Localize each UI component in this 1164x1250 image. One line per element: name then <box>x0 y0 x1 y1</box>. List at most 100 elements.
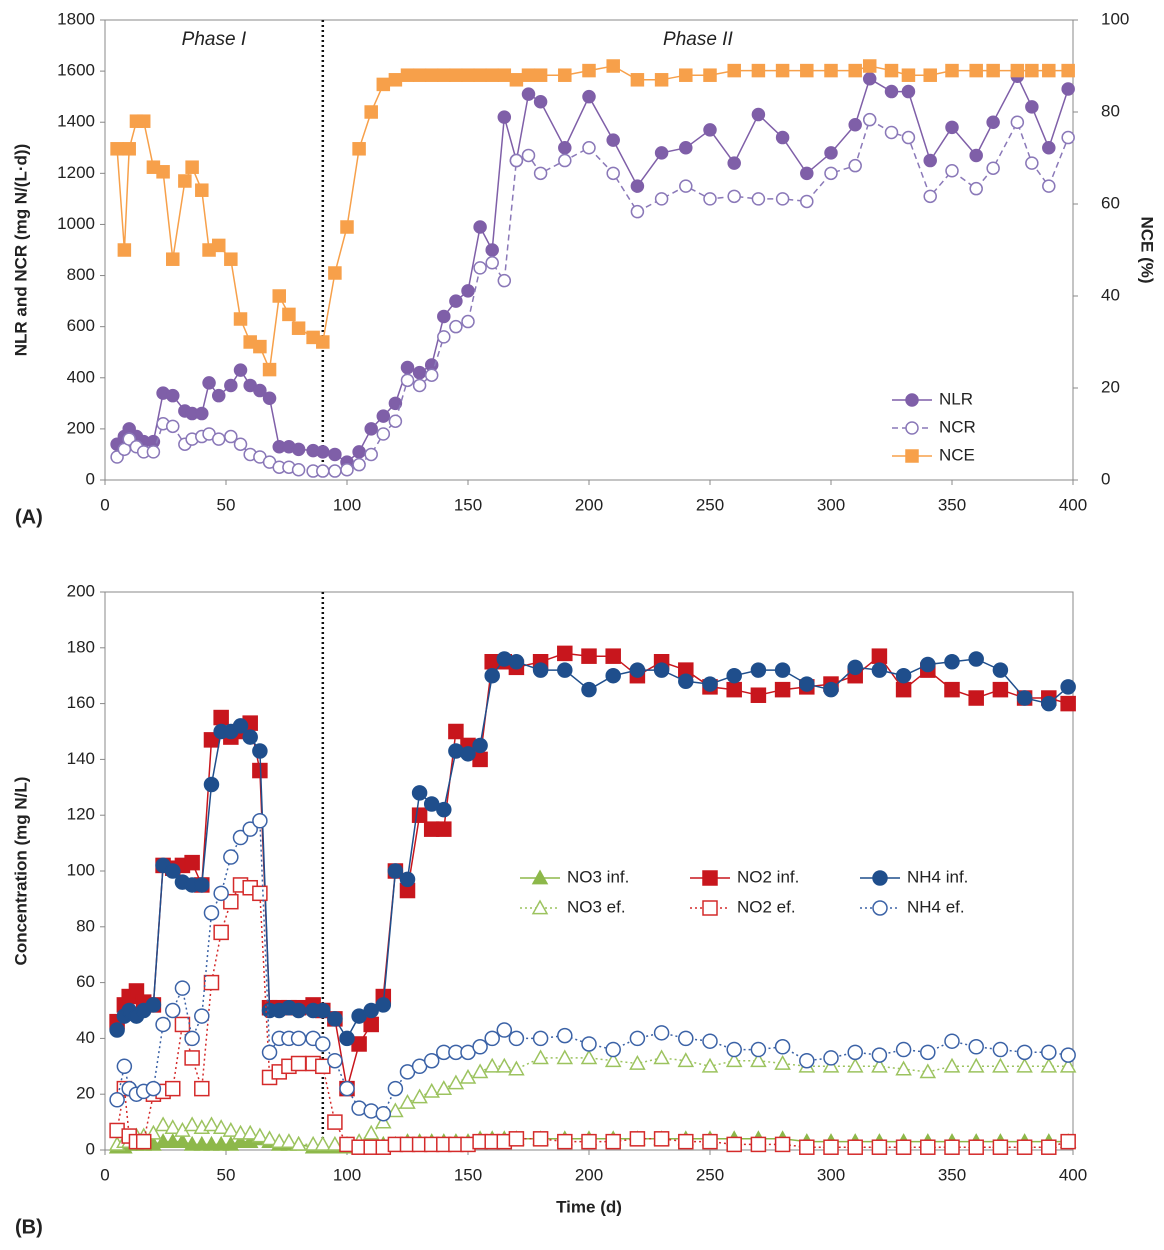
marker-circle <box>232 718 249 734</box>
marker-circle <box>895 667 912 684</box>
marker-circle <box>109 1022 125 1038</box>
marker-square <box>327 1114 343 1130</box>
marker-circle <box>945 120 959 135</box>
marker-square <box>388 73 403 87</box>
marker-circle <box>472 1039 488 1055</box>
marker-circle <box>862 72 877 86</box>
y-tick-label: 800 <box>67 265 95 284</box>
marker-circle <box>340 463 354 477</box>
marker-square <box>328 266 342 280</box>
marker-triangle <box>435 1080 453 1095</box>
marker-circle <box>774 662 791 678</box>
marker-circle <box>232 829 249 846</box>
x-tick-label: 0 <box>100 1165 109 1184</box>
marker-circle <box>145 997 162 1013</box>
marker-square <box>726 681 742 698</box>
marker-circle <box>261 1044 278 1061</box>
marker-square <box>473 68 487 82</box>
marker-square <box>630 73 645 87</box>
marker-circle <box>262 391 277 405</box>
y-tick-label: 200 <box>67 418 95 437</box>
marker-circle <box>872 870 888 886</box>
marker-circle <box>532 662 549 678</box>
marker-square <box>944 1139 960 1155</box>
marker-circle <box>449 294 463 308</box>
marker-square <box>726 1136 742 1153</box>
marker-triangle <box>203 1135 220 1151</box>
marker-circle <box>848 118 862 132</box>
marker-square <box>533 68 548 82</box>
x-axis-title: Time (d) <box>556 1197 622 1216</box>
marker-square <box>461 68 475 82</box>
marker-circle <box>605 1041 621 1058</box>
marker-square <box>751 63 766 78</box>
legend-label: NO3 ef. <box>567 897 626 916</box>
marker-triangle <box>314 1135 332 1151</box>
marker-circle <box>291 463 306 477</box>
marker-square <box>800 63 814 78</box>
marker-square <box>847 1139 863 1155</box>
marker-triangle <box>304 1135 322 1151</box>
marker-square <box>233 312 248 326</box>
marker-circle <box>509 153 524 168</box>
marker-circle <box>1025 100 1039 114</box>
marker-square <box>449 68 463 82</box>
marker-circle <box>399 871 416 888</box>
marker-circle <box>291 442 306 457</box>
marker-triangle <box>251 1127 269 1143</box>
marker-circle <box>411 785 428 801</box>
phase-label: Phase I <box>182 29 247 50</box>
marker-circle <box>629 662 646 678</box>
marker-triangle <box>280 1133 298 1148</box>
marker-circle <box>233 363 248 377</box>
marker-circle <box>532 1030 549 1047</box>
marker-circle <box>901 84 916 99</box>
marker-circle <box>679 179 693 193</box>
marker-square <box>992 681 1009 698</box>
marker-circle <box>824 146 838 160</box>
marker-triangle <box>725 1052 743 1068</box>
marker-circle <box>629 1030 646 1047</box>
marker-triangle <box>261 1130 278 1146</box>
marker-circle <box>400 360 415 375</box>
y-tick-label: 20 <box>76 1084 95 1103</box>
marker-square <box>862 59 877 73</box>
x-tick-label: 0 <box>100 495 109 514</box>
marker-square <box>340 220 354 234</box>
marker-circle <box>412 378 427 393</box>
marker-circle <box>1042 179 1056 193</box>
marker-triangle <box>701 1057 719 1073</box>
marker-circle <box>508 654 525 670</box>
marker-square <box>1025 63 1039 78</box>
marker-square <box>905 449 919 463</box>
marker-square <box>508 1131 525 1147</box>
marker-circle <box>387 1080 404 1097</box>
marker-square <box>582 63 596 78</box>
y-tick-label: 160 <box>67 693 95 712</box>
marker-circle <box>944 1033 960 1049</box>
marker-circle <box>387 863 404 879</box>
marker-triangle <box>483 1057 501 1073</box>
marker-circle <box>679 141 693 155</box>
marker-circle <box>750 1041 767 1058</box>
marker-triangle <box>895 1060 912 1076</box>
marker-triangle <box>154 1116 172 1132</box>
marker-square <box>521 68 536 82</box>
marker-square <box>884 63 899 78</box>
marker-square <box>1010 63 1025 78</box>
y-axis-title: Concentration (mg N/L) <box>11 777 30 966</box>
marker-circle <box>211 388 226 403</box>
marker-triangle <box>222 1121 240 1137</box>
marker-square <box>509 73 524 87</box>
marker-triangle <box>992 1057 1009 1073</box>
marker-circle <box>290 1030 307 1047</box>
marker-circle <box>253 383 267 398</box>
marker-square <box>166 252 180 266</box>
marker-square <box>485 68 499 82</box>
marker-circle <box>582 89 596 104</box>
y2-tick-label: 100 <box>1101 9 1129 28</box>
marker-circle <box>194 877 210 893</box>
marker-circle <box>328 447 342 462</box>
x-tick-label: 200 <box>575 1165 603 1184</box>
marker-triangle <box>362 1124 380 1140</box>
